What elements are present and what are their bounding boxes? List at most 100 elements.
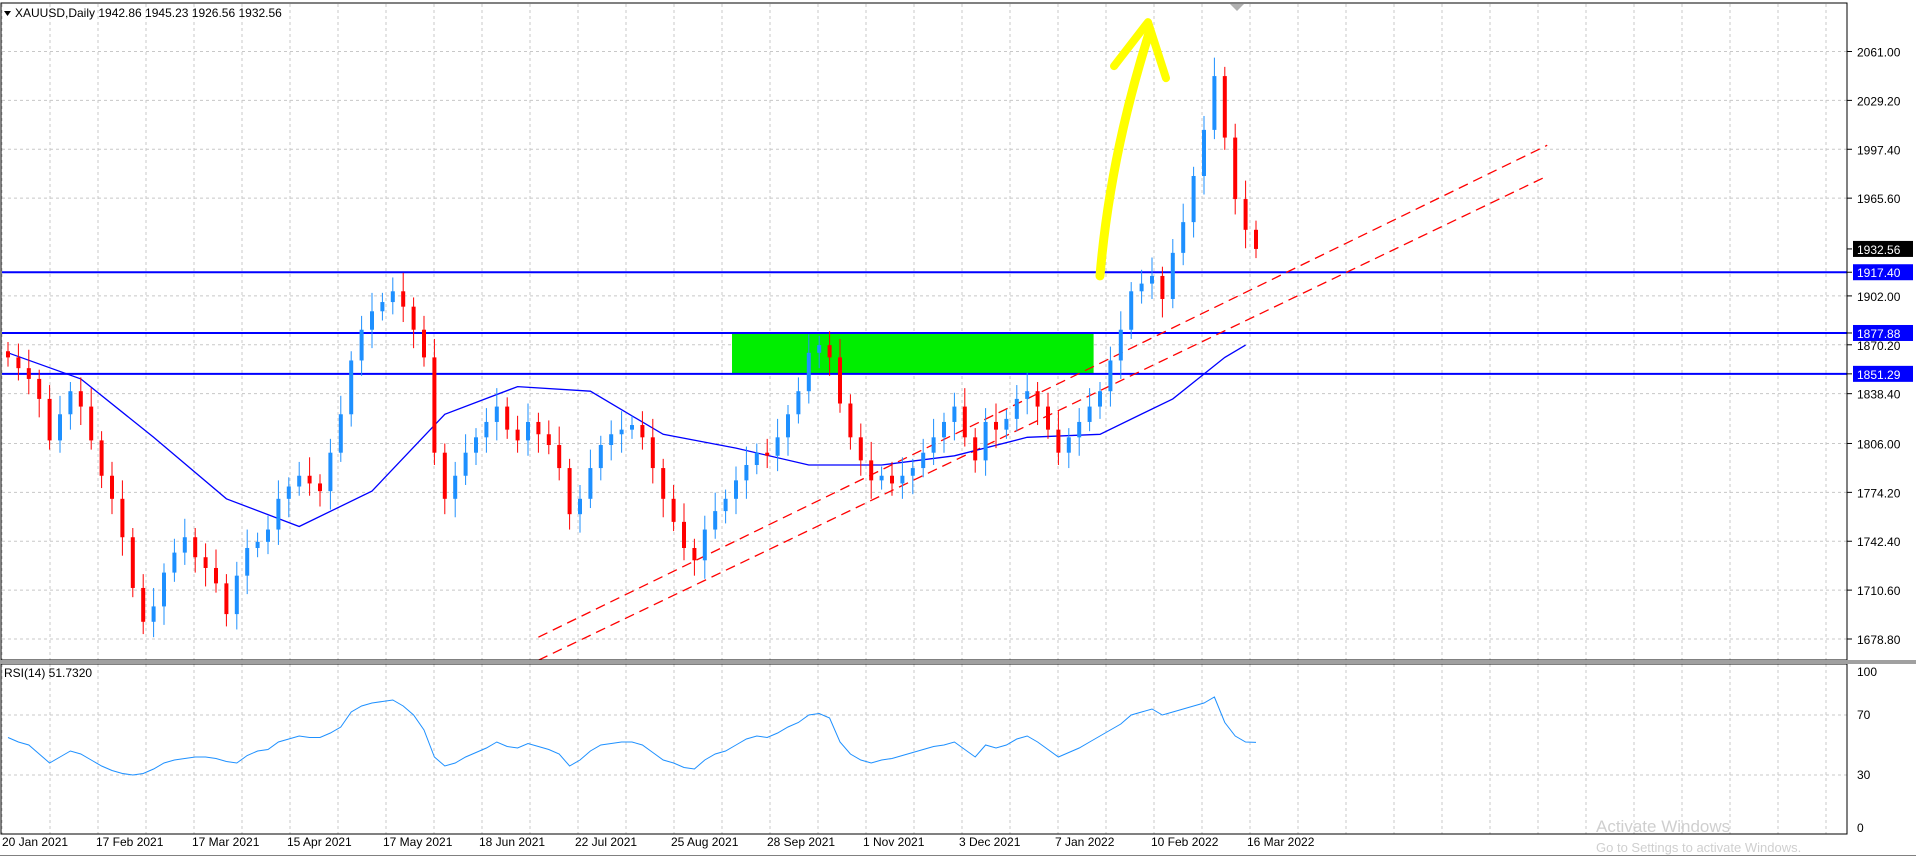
candle-body (817, 345, 822, 353)
candle-body (58, 414, 62, 441)
candle-body (765, 452, 770, 456)
candle-body (89, 406, 94, 441)
candle-body (276, 498, 281, 530)
dropdown-triangle-icon[interactable] (4, 11, 11, 16)
price-tick-label: 2061.00 (1857, 46, 1901, 60)
candle-body (328, 452, 333, 492)
candle-body (619, 429, 624, 435)
candle-body (1066, 437, 1071, 453)
rsi-label: RSI(14) 51.7320 (4, 666, 92, 680)
candle-body (1243, 199, 1248, 230)
candle-body (952, 406, 957, 422)
watermark-line1: Activate Windows (1596, 817, 1730, 836)
candle-body (1087, 406, 1092, 422)
candle-body (1129, 291, 1134, 330)
date-tick-label: 3 Dec 2021 (959, 835, 1021, 849)
candle-body (141, 587, 146, 622)
zone-layer (732, 332, 1094, 374)
candle-body (463, 452, 468, 476)
trendline-dashed (538, 175, 1548, 661)
candle-body (1150, 275, 1154, 284)
candle-body (401, 291, 406, 307)
candle-body (1160, 275, 1165, 299)
candle-body (286, 486, 291, 499)
candle-body (193, 537, 198, 558)
candle-body (734, 480, 738, 499)
date-tick-label: 15 Apr 2021 (287, 835, 352, 849)
date-tick-label: 17 Mar 2021 (192, 835, 260, 849)
candle-body (1181, 222, 1186, 253)
candle-body (796, 391, 801, 415)
price-tick-label: 1774.20 (1857, 486, 1901, 500)
candle-body (203, 557, 208, 568)
candle-body (99, 440, 104, 476)
candle-body (505, 406, 510, 430)
candle-body (609, 434, 614, 446)
date-tick-label: 28 Sep 2021 (767, 835, 835, 849)
candle-body (661, 468, 666, 499)
candle-body (962, 406, 967, 438)
candle-body (1098, 391, 1102, 407)
candle-body (983, 421, 988, 461)
candle-body (890, 475, 894, 484)
candle-body (1191, 176, 1196, 223)
main-plot-frame (0, 2, 1848, 661)
candle-body (37, 378, 42, 399)
candle-body (713, 511, 718, 530)
candle-body (671, 498, 676, 522)
yellow-arrow-head (1110, 18, 1170, 83)
candle-body (786, 414, 790, 438)
candle-body (1004, 418, 1009, 430)
rsi-tick-label: 0 (1857, 821, 1864, 835)
watermark-line2: Go to Settings to activate Windows. (1596, 840, 1801, 855)
candle-body (68, 391, 73, 415)
candle-body (297, 475, 302, 487)
price-tick-label: 1870.20 (1857, 339, 1901, 353)
candle-body (557, 445, 562, 469)
candle-body (484, 421, 489, 438)
candle-body (869, 460, 874, 481)
candle-body (318, 483, 322, 492)
candle-body (1170, 252, 1175, 299)
candle-body (1077, 421, 1082, 438)
candle-body (474, 437, 478, 453)
candle-body (900, 475, 905, 484)
current-price-tag (1853, 240, 1913, 257)
date-tick-label: 10 Feb 2022 (1151, 835, 1219, 849)
panel-separator (0, 660, 1916, 664)
candle-body (432, 357, 437, 453)
candle-body (1056, 429, 1061, 453)
candle-body (598, 445, 603, 469)
candle-body (1254, 229, 1258, 249)
price-tick-label: 1742.40 (1857, 535, 1901, 549)
candle-body (307, 475, 312, 484)
candle-body (682, 521, 686, 549)
date-tick-label: 17 May 2021 (383, 835, 453, 849)
candle-body (1108, 360, 1113, 392)
candle-body (754, 452, 759, 465)
symbol-header: XAUUSD,Daily 1942.86 1945.23 1926.56 193… (15, 6, 282, 20)
candle-body (921, 452, 926, 469)
ma-layer (7, 344, 1246, 528)
level-price-label: 1917.40 (1857, 266, 1901, 280)
candle-body (1014, 398, 1019, 419)
candle-body (692, 548, 697, 561)
level-price-label: 1877.88 (1857, 327, 1901, 341)
price-tick-label: 1838.40 (1857, 388, 1901, 402)
candle-body (973, 437, 978, 461)
candle-body (359, 329, 364, 361)
candle-body (47, 398, 52, 441)
candle-body (942, 421, 946, 438)
candle-body (182, 537, 187, 553)
candle-body (16, 357, 21, 369)
candle-layer (6, 57, 1258, 638)
candle-body (120, 498, 125, 538)
candle-body (515, 429, 520, 441)
candle-body (130, 537, 135, 588)
rsi-line (7, 696, 1257, 776)
candle-body (453, 475, 458, 499)
trend-layer (538, 144, 1548, 661)
date-tick-label: 25 Aug 2021 (671, 835, 739, 849)
